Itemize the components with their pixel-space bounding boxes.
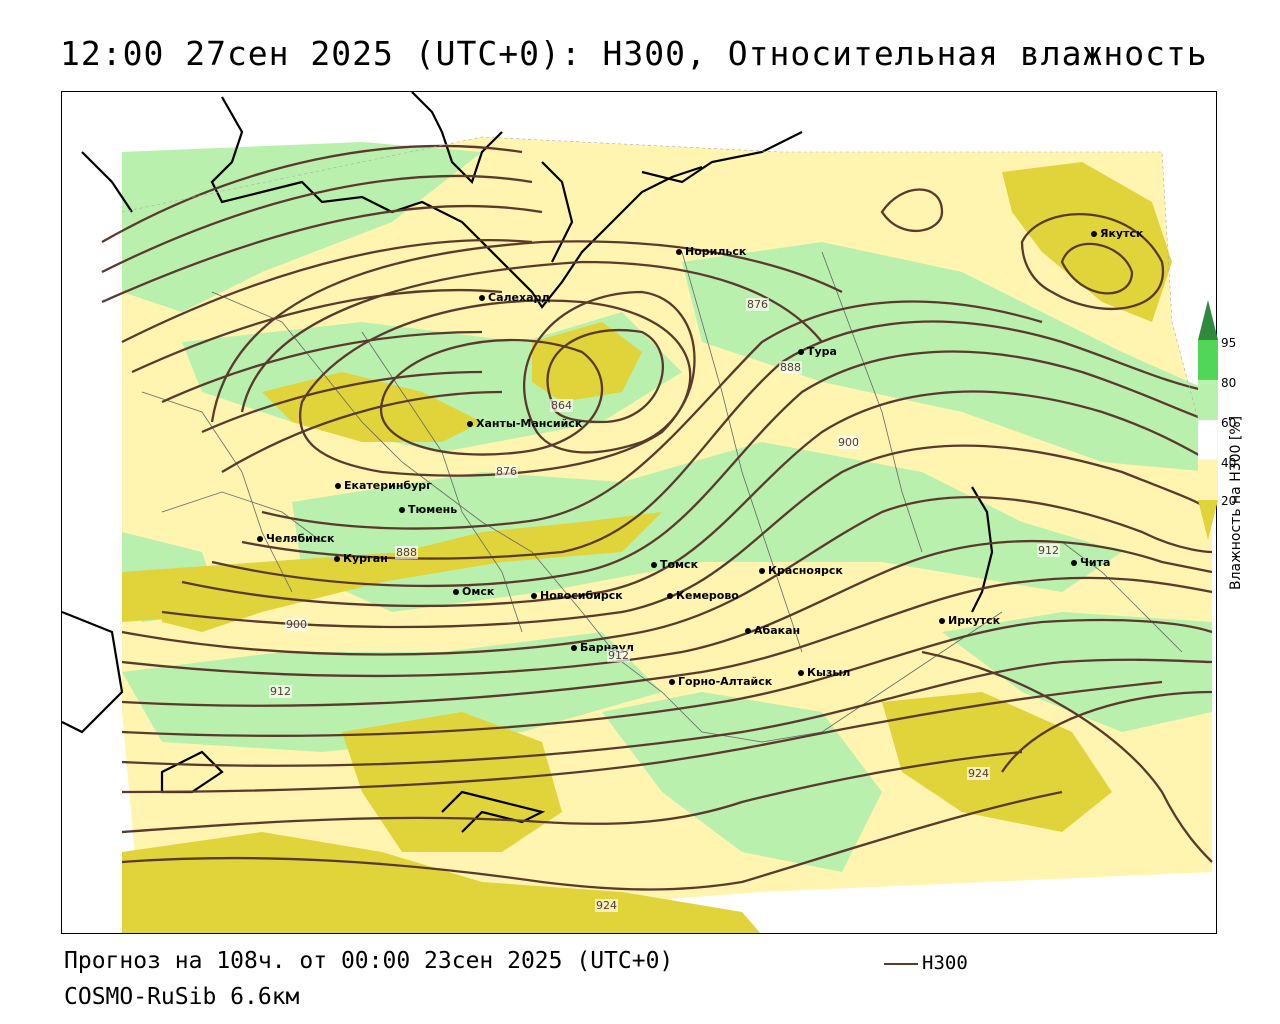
city-label: Омск — [453, 585, 494, 598]
city-label: Кызыл — [798, 666, 850, 679]
isoline-label: 876 — [495, 465, 518, 478]
city-label: Красноярск — [759, 564, 843, 577]
city-label: Екатеринбург — [335, 479, 432, 492]
city-label: Горно-Алтайск — [669, 675, 772, 688]
city-label: Норильск — [676, 245, 746, 258]
isoline-label: 912 — [607, 649, 630, 662]
forecast-info: Прогноз на 108ч. от 00:00 23сен 2025 (UT… — [64, 948, 674, 974]
coastline — [62, 92, 994, 833]
map-frame: Норильск Салехард Якутск Тура Ханты-Мансийск… — [61, 91, 1217, 934]
colorbar-segment-80 — [1198, 340, 1218, 380]
city-label: Кемерово — [667, 589, 739, 602]
model-name: COSMO-RuSib 6.6км — [64, 984, 300, 1010]
isoline-label: 888 — [395, 546, 418, 559]
colorbar-segment-20 — [1198, 460, 1218, 500]
colorbar-segment-low — [1198, 500, 1218, 540]
city-label: Ханты-Мансийск — [467, 417, 582, 430]
colorbar-tick: 20 — [1221, 494, 1237, 508]
humidity-colorbar — [1198, 300, 1218, 540]
humidity-map — [62, 92, 1216, 933]
city-label: Новосибирск — [531, 589, 623, 602]
colorbar-tick: 95 — [1221, 336, 1237, 350]
city-label: Салехард — [479, 291, 550, 304]
city-label: Якутск — [1091, 227, 1143, 240]
city-label: Чита — [1071, 556, 1110, 569]
colorbar-segment-95 — [1198, 300, 1218, 340]
isoline-label: 912 — [1037, 544, 1060, 557]
city-label: Челябинск — [257, 532, 334, 545]
moist-areas — [122, 142, 1212, 872]
colorbar-title: Влажность на H300 [%] — [1228, 415, 1244, 590]
isoline-label: 900 — [837, 436, 860, 449]
contour-legend-label: H300 — [922, 952, 968, 974]
admin-borders — [141, 251, 1183, 743]
colorbar-segment-60 — [1198, 380, 1218, 420]
colorbar-segment-40 — [1198, 419, 1218, 461]
city-label: Тура — [798, 345, 837, 358]
city-label: Тюмень — [399, 503, 457, 516]
city-label: Абакан — [745, 624, 800, 637]
isoline-label: 876 — [746, 298, 769, 311]
isoline-label: 900 — [285, 618, 308, 631]
contour-legend: H300 — [884, 952, 968, 974]
colorbar-tick: 80 — [1221, 376, 1237, 390]
model-domain-edge — [121, 136, 1213, 473]
colorbar-tick: 40 — [1221, 456, 1237, 470]
isoline-label: 888 — [779, 361, 802, 374]
city-label: Томск — [651, 558, 698, 571]
isoline-label: 924 — [967, 767, 990, 780]
city-label: Курган — [334, 552, 388, 565]
isoline-label: 924 — [595, 899, 618, 912]
isoline-label: 864 — [550, 399, 573, 412]
city-label: Иркутск — [939, 614, 1000, 627]
contour-legend-line — [884, 962, 918, 965]
isoline-label: 912 — [269, 685, 292, 698]
colorbar-tick: 60 — [1221, 416, 1237, 430]
map-title: 12:00 27сен 2025 (UTC+0): H300, Относите… — [60, 34, 1208, 73]
